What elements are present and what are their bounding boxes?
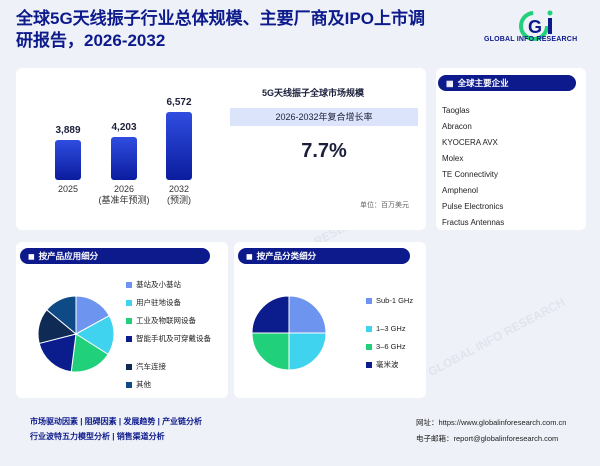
footer-link[interactable]: 市场驱动因素 <box>30 417 78 426</box>
page-title: 全球5G天线振子行业总体规模、主要厂商及IPO上市调研报告，2026-2032 <box>16 9 425 50</box>
companies-header: ▦ 全球主要企业 <box>438 75 576 91</box>
cart-icon: ◼ <box>246 252 253 261</box>
market-size-title: 5G天线振子全球市场规模 <box>262 88 365 98</box>
pie-slice <box>252 332 290 370</box>
website: 网址：https://www.globalinforesearch.com.cn <box>416 417 566 428</box>
footer-link[interactable]: 行业波特五力模型分析 <box>30 432 110 441</box>
legend-label: 基站及小基站 <box>136 280 181 289</box>
footer-link[interactable]: 发展趋势 <box>123 417 156 426</box>
email: 电子邮箱：report@globalinforesearch.com <box>416 433 558 444</box>
footer-link-row: 行业波特五力模型分析 | 销售渠道分析 <box>30 431 165 442</box>
pie-slice <box>288 332 326 370</box>
product-header: ◼ 按产品分类细分 <box>238 248 410 264</box>
cagr-label: 2026-2032年复合增长率 <box>230 108 418 126</box>
legend-label: 3–6 GHz <box>376 342 406 351</box>
application-header: ◼ 按产品应用细分 <box>20 248 210 264</box>
separator: | <box>110 432 117 441</box>
legend-label: Sub-1 GHz <box>376 296 414 305</box>
company-item: TE Connectivity <box>442 170 499 179</box>
bar <box>166 112 192 180</box>
legend-swatch <box>366 362 372 368</box>
footer-link[interactable]: 产业链分析 <box>162 417 203 426</box>
legend-label: 其他 <box>136 380 151 389</box>
legend-swatch <box>126 364 132 370</box>
legend-label: 1–3 GHz <box>376 324 406 333</box>
pie-slice <box>46 296 77 336</box>
logo-mark: G <box>519 10 553 41</box>
bar-value-label: 4,203 <box>111 121 137 133</box>
footer-link-row: 市场驱动因素 | 阻碍因素 | 发展趋势 | 产业链分析 <box>30 416 202 427</box>
bar <box>55 139 81 180</box>
legend-label: 用户驻地设备 <box>136 298 181 307</box>
pie-slice <box>252 296 290 334</box>
legend-swatch <box>366 298 372 304</box>
bar-category-label: 2026 (基准年预测) <box>98 184 150 205</box>
company-item: Amphenol <box>442 186 479 195</box>
pie-slice <box>38 333 77 372</box>
legend-label: 工业及物联网设备 <box>136 316 196 325</box>
legend-label: 汽车连接 <box>136 362 166 371</box>
market-size-card <box>16 68 426 230</box>
bar-category-label: 2025 <box>57 184 79 194</box>
company-item: Pulse Electronics <box>442 202 504 211</box>
footer-link[interactable]: 阻碍因素 <box>84 417 117 426</box>
company-item: Taoglas <box>442 106 470 115</box>
legend-label: 毫米波 <box>376 360 399 369</box>
application-pie-chart <box>38 296 114 372</box>
companies-card <box>436 68 586 230</box>
separator: | <box>155 417 163 426</box>
company-item: Molex <box>442 154 464 163</box>
website-link[interactable]: https://www.globalinforesearch.com.cn <box>438 418 567 427</box>
company-item: KYOCERA AVX <box>442 138 498 147</box>
email-label: 电子邮箱： <box>416 434 454 443</box>
legend-swatch <box>366 344 372 350</box>
bar-value-label: 6,572 <box>166 97 192 108</box>
pie-slice <box>70 333 109 372</box>
company-item: Fractus Antennas <box>442 218 505 227</box>
company-item: Abracon <box>442 122 472 131</box>
legend-swatch <box>126 300 132 306</box>
legend-swatch <box>126 318 132 324</box>
application-title: 按产品应用细分 <box>38 251 99 261</box>
legend-swatch <box>126 282 132 288</box>
legend-label: 智能手机及可穿戴设备 <box>136 334 211 343</box>
legend-swatch <box>126 336 132 342</box>
bar-category-label: 2032 (预测) <box>167 184 191 205</box>
svg-text:G: G <box>528 17 542 37</box>
separator: | <box>116 417 124 426</box>
pie-slice <box>288 296 326 334</box>
legend-swatch <box>366 326 372 332</box>
email-link[interactable]: report@globalinforesearch.com <box>453 434 559 443</box>
logo-brand: GLOBAL INFO RESEARCH <box>484 36 578 43</box>
cart-icon: ◼ <box>28 252 35 261</box>
bar-value-label: 3,889 <box>55 124 81 136</box>
separator: | <box>78 417 85 426</box>
product-title: 按产品分类细分 <box>256 251 317 261</box>
cagr-value: 7.7% <box>301 140 347 162</box>
companies-title: 全球主要企业 <box>457 78 509 88</box>
building-icon: ▦ <box>446 79 454 88</box>
website-label: 网址： <box>416 418 439 427</box>
footer-link[interactable]: 销售渠道分析 <box>116 432 165 441</box>
legend-swatch <box>126 382 132 388</box>
watermark: GLOBAL INFO RESEARCH <box>425 294 568 380</box>
bar <box>111 136 137 180</box>
product-pie-chart <box>252 296 326 370</box>
unit-label: 单位：百万美元 <box>360 202 409 209</box>
